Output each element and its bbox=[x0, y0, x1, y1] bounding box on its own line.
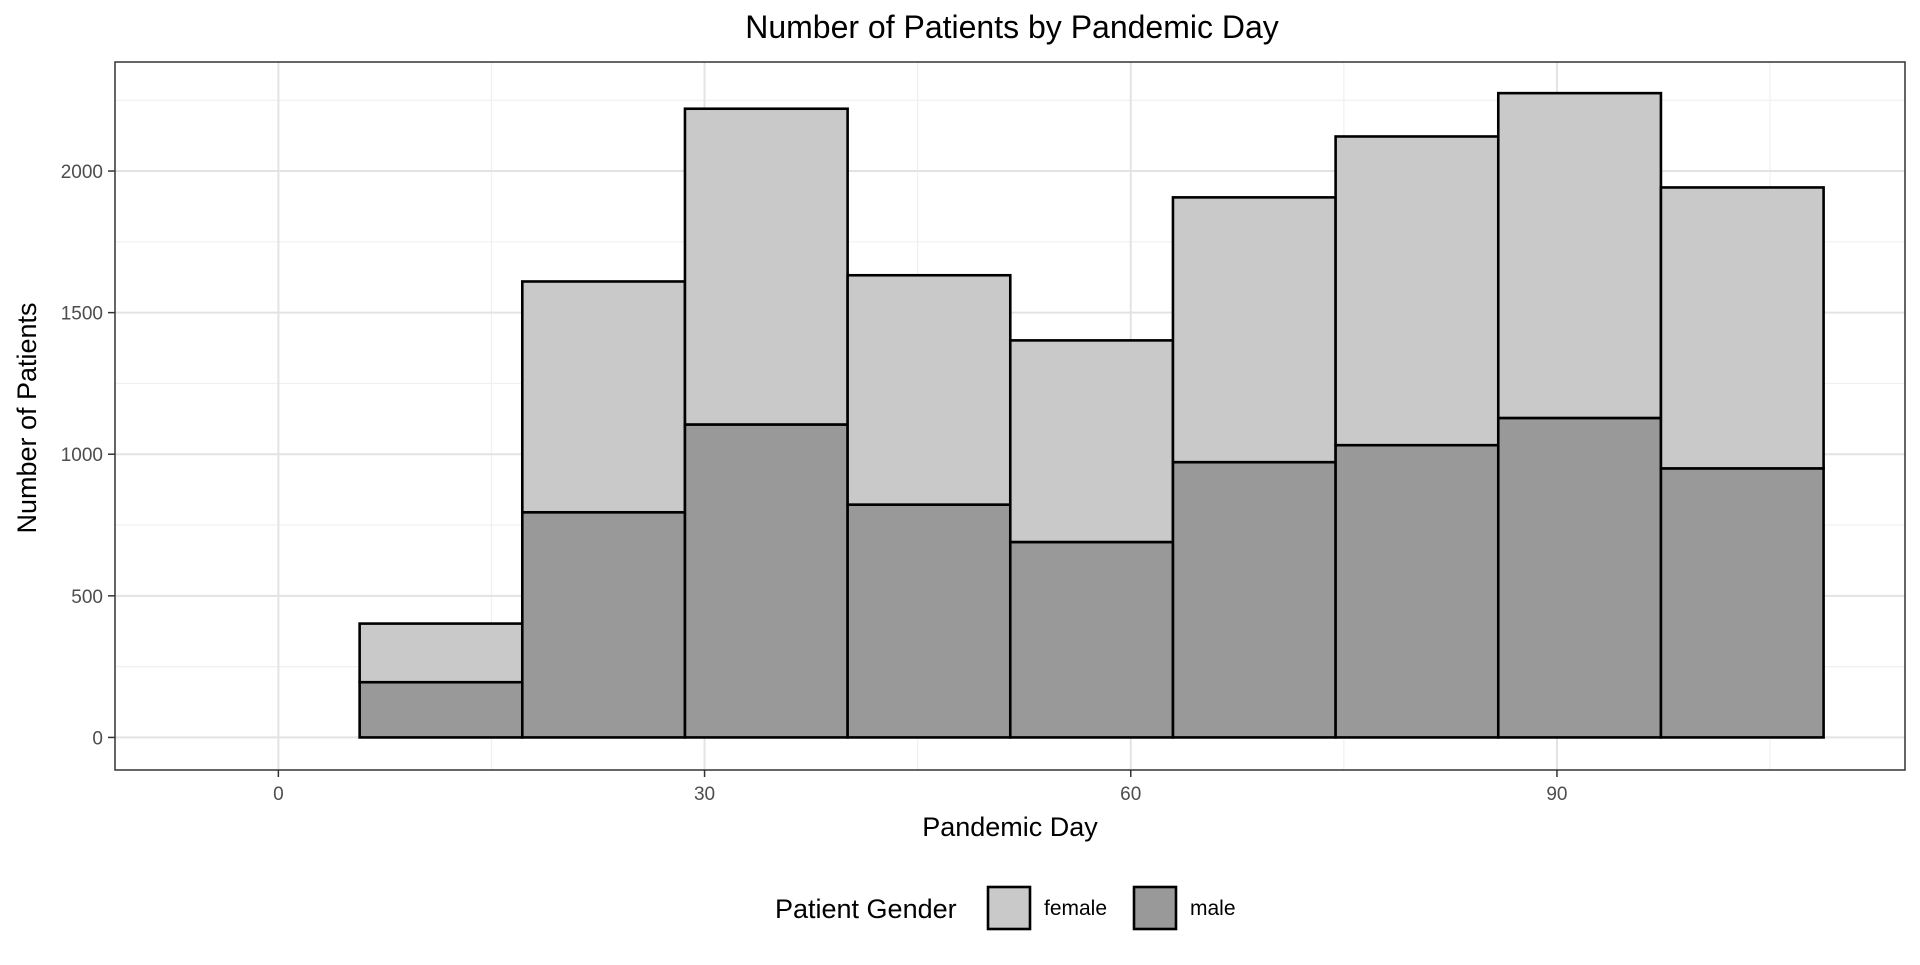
legend-key-female bbox=[986, 885, 1032, 931]
y-axis-label: Number of Patients bbox=[12, 302, 42, 533]
bar-male bbox=[1008, 540, 1175, 739]
bar-male bbox=[1334, 443, 1500, 739]
bar-female bbox=[683, 107, 849, 426]
bar-female bbox=[520, 280, 687, 514]
x-tick-label: 90 bbox=[1546, 784, 1567, 805]
bar-female bbox=[1334, 135, 1500, 447]
bar-male bbox=[1496, 416, 1663, 739]
bar-female bbox=[358, 622, 524, 684]
x-tick-label: 60 bbox=[1120, 784, 1141, 805]
x-axis-label: Pandemic Day bbox=[922, 812, 1098, 842]
legend: Patient Gender female male bbox=[775, 885, 1236, 931]
chart-title: Number of Patients by Pandemic Day bbox=[745, 9, 1279, 45]
legend-label-female: female bbox=[1044, 897, 1107, 920]
legend-label-male: male bbox=[1190, 897, 1236, 920]
panel-border bbox=[114, 61, 1906, 771]
bar-male bbox=[520, 510, 687, 739]
legend-key-male bbox=[1132, 885, 1178, 931]
bar-female bbox=[1008, 339, 1175, 544]
bar-male bbox=[683, 423, 849, 739]
x-tick-label: 30 bbox=[694, 784, 715, 805]
y-tick-label: 0 bbox=[92, 728, 103, 749]
bar-female bbox=[1496, 91, 1663, 420]
axis-ticks: 0 30 60 90 0 500 1000 1500 2000 bbox=[61, 162, 1568, 805]
bars bbox=[358, 91, 1825, 739]
bar-male bbox=[1171, 460, 1337, 739]
bar-female bbox=[1171, 196, 1337, 464]
bar-male bbox=[358, 680, 524, 739]
bar-female bbox=[1659, 186, 1825, 470]
bar-male bbox=[1659, 467, 1825, 739]
legend-title: Patient Gender bbox=[775, 894, 957, 924]
bar-male bbox=[846, 503, 1012, 739]
bar-female bbox=[846, 273, 1012, 506]
y-tick-label: 2000 bbox=[61, 162, 103, 183]
y-tick-label: 1500 bbox=[61, 304, 103, 325]
y-tick-label: 1000 bbox=[61, 445, 103, 466]
x-tick-label: 0 bbox=[273, 784, 284, 805]
y-tick-label: 500 bbox=[71, 587, 103, 608]
